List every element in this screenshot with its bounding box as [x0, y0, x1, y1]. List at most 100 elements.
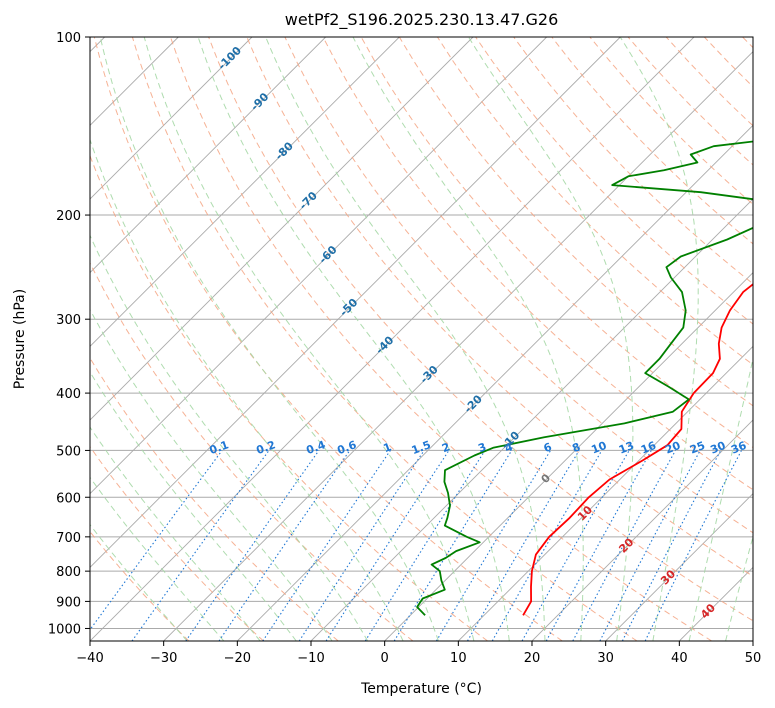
dry-adiabat-line — [208, 37, 753, 622]
y-axis-title: Pressure (hPa) — [12, 289, 28, 389]
mixing-ratio-line — [90, 450, 223, 631]
mixing-ratio-label: 0.6 — [335, 438, 358, 457]
y-tick-label: 300 — [56, 313, 81, 328]
moist-adiabat-line — [90, 138, 404, 641]
mixing-ratio-label: 1 — [382, 440, 394, 455]
mixing-ratio-label: 10 — [590, 439, 609, 457]
isotherm-line — [90, 37, 621, 568]
dewpoint-profile-line — [416, 140, 753, 616]
sounding-profiles — [416, 140, 753, 616]
mixing-ratio-lines — [90, 450, 742, 641]
moist-adiabat-line — [90, 476, 225, 641]
mixing-ratio-line — [298, 450, 425, 641]
y-tick-label: 1000 — [48, 622, 81, 637]
mixing-ratio-line — [521, 450, 630, 641]
mixing-ratio-line — [621, 450, 722, 641]
isotherm-line — [163, 51, 753, 641]
isotherm-line — [90, 37, 474, 421]
moist-adiabat-line — [688, 355, 753, 641]
dry-adiabat-line — [131, 37, 638, 641]
dry-adiabat-line — [513, 37, 753, 285]
dry-adiabat-line — [90, 261, 414, 641]
mixing-ratio-line — [218, 450, 351, 641]
isotherm-line — [237, 124, 753, 641]
x-tick-label: 20 — [524, 651, 541, 666]
x-tick-label: −30 — [150, 651, 177, 666]
dry-adiabat-line — [90, 357, 339, 641]
y-tick-label: 100 — [56, 31, 81, 46]
x-axis-ticks: −40 −30 −20 −10 0 10 20 30 40 50 — [76, 641, 761, 666]
dry-adiabat-line — [284, 37, 753, 534]
x-tick-label: 10 — [450, 651, 467, 666]
mixing-ratio-label: 3 — [476, 440, 488, 455]
mixing-ratio-label: 13 — [617, 439, 636, 457]
moist-adiabat-line — [99, 37, 439, 641]
plot-frame — [89, 36, 754, 642]
mixing-ratio-line — [572, 450, 676, 641]
moist-adiabat-line — [468, 37, 634, 641]
isotherm-line — [531, 419, 753, 641]
moist-adiabats — [90, 37, 753, 641]
x-tick-label: 50 — [745, 651, 762, 666]
isotherm-line — [90, 37, 547, 495]
mixing-ratio-line — [644, 450, 742, 641]
moist-adiabat-line — [265, 37, 546, 641]
dry-adiabat-line — [90, 445, 264, 641]
moist-adiabat-line — [90, 371, 297, 641]
moist-adiabat-line — [90, 308, 333, 641]
mixing-ratio-line — [545, 450, 652, 641]
mixing-ratio-line — [185, 450, 320, 641]
chart-title: wetPf2_S196.2025.230.13.47.G26 — [285, 10, 559, 30]
moist-adiabat-line — [725, 534, 753, 641]
temperature-profile-line — [522, 283, 753, 616]
dry-adiabat-line — [93, 37, 563, 641]
y-tick-label: 500 — [56, 444, 81, 459]
moist-adiabat-line — [90, 234, 369, 641]
mixing-ratio-line — [131, 450, 270, 641]
x-tick-label: 0 — [381, 651, 389, 666]
isotherm-line — [384, 272, 753, 641]
mixing-ratio-label: 20 — [663, 439, 682, 457]
isotherm-line — [605, 493, 753, 641]
y-tick-label: 600 — [56, 491, 81, 506]
mixing-ratio-label: 36 — [729, 439, 748, 457]
mixing-ratio-label: 0.4 — [305, 438, 328, 457]
moist-adiabat-line — [352, 37, 584, 641]
y-tick-label: 900 — [56, 595, 81, 610]
isotherm-gridlines — [90, 37, 753, 641]
mixing-ratio-label: 30 — [708, 439, 727, 457]
moist-adiabat-line — [197, 37, 510, 641]
y-tick-label: 700 — [56, 531, 81, 546]
dry-adiabat-line — [170, 37, 712, 641]
dry-adiabat-line — [322, 37, 753, 491]
mixing-ratio-label: 25 — [688, 439, 707, 457]
isotherm-line — [458, 345, 753, 641]
dry-adiabats — [90, 37, 753, 641]
y-axis-ticks: 100 200 300 400 500 600 700 800 900 1000 — [48, 31, 90, 637]
mixing-ratio-label: 2 — [440, 440, 452, 455]
dry-adiabat-line — [475, 37, 753, 325]
mixing-ratio-line — [325, 450, 450, 641]
mixing-ratio-label: 16 — [639, 439, 658, 457]
mixing-ratio-label: 0.1 — [208, 438, 231, 457]
x-axis-title: Temperature (°C) — [360, 681, 482, 697]
dry-adiabat-line — [246, 37, 753, 577]
plot-background — [90, 37, 753, 641]
y-tick-label: 800 — [56, 565, 81, 580]
y-tick-label: 200 — [56, 209, 81, 224]
mixing-ratio-line — [393, 450, 513, 641]
mixing-ratio-line — [262, 450, 391, 641]
x-tick-label: 30 — [597, 651, 614, 666]
x-tick-label: −40 — [76, 651, 103, 666]
moist-adiabat-line — [143, 37, 475, 641]
mixing-ratio-label: 8 — [570, 440, 582, 455]
plot-area: 0.1 0.2 0.4 0.6 1 1.5 2 3 4 6 8 10 13 16 20 25 30 36-100-… — [90, 37, 753, 641]
moist-adiabat-line — [90, 523, 188, 641]
isotherm-line — [90, 37, 695, 641]
x-tick-label: −20 — [224, 651, 251, 666]
x-tick-label: 40 — [671, 651, 688, 666]
isotherm-line — [90, 37, 326, 274]
isotherm-line — [90, 37, 253, 200]
x-tick-label: −10 — [297, 651, 324, 666]
